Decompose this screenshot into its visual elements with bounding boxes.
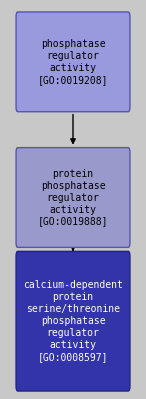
Text: phosphatase
regulator
activity
[GO:0019208]: phosphatase regulator activity [GO:00192… <box>38 39 108 85</box>
FancyBboxPatch shape <box>16 12 130 112</box>
Text: protein
phosphatase
regulator
activity
[GO:0019888]: protein phosphatase regulator activity [… <box>38 168 108 227</box>
FancyBboxPatch shape <box>16 251 130 391</box>
Text: calcium-dependent
protein
serine/threonine
phosphatase
regulator
activity
[GO:00: calcium-dependent protein serine/threoni… <box>23 280 123 362</box>
FancyBboxPatch shape <box>16 148 130 247</box>
